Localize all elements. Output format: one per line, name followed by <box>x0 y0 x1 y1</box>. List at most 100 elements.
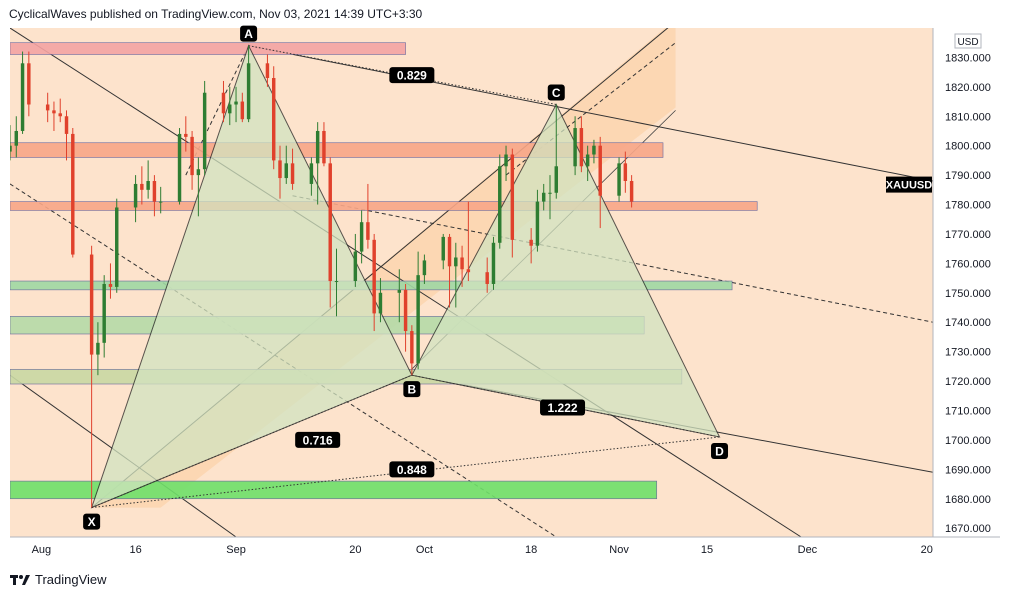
candle <box>177 128 182 205</box>
candle-body <box>541 192 546 202</box>
candle-body <box>579 128 584 167</box>
candle-body <box>265 63 270 79</box>
zone-1 <box>10 42 406 55</box>
ratio-1222-box <box>540 399 586 416</box>
point-d-text: D <box>715 444 724 458</box>
candle <box>221 80 226 123</box>
candle-body <box>133 183 138 208</box>
candle-body <box>460 257 464 270</box>
candle <box>265 54 270 87</box>
candle-body <box>108 283 113 287</box>
y-tick-label: 1710.000 <box>945 405 991 417</box>
candle-body <box>573 128 577 167</box>
candle-body <box>14 130 19 146</box>
footer-brand: TradingView <box>35 572 107 587</box>
point-c-box <box>547 84 565 101</box>
candle-body <box>585 154 590 167</box>
candle <box>460 245 464 287</box>
last-price-tag <box>886 176 932 193</box>
candle <box>422 254 427 284</box>
x-tick-label: 15 <box>701 544 713 556</box>
y-tick-label: 1760.000 <box>945 258 991 270</box>
candle-body <box>535 201 540 246</box>
candle <box>184 116 188 152</box>
candle-body <box>328 163 332 282</box>
y-tick-label: 1670.000 <box>945 523 991 535</box>
candle-body <box>290 163 295 184</box>
point-a-text: A <box>244 27 253 41</box>
candle-body <box>184 133 188 137</box>
y-tick-label: 1680.000 <box>945 494 991 506</box>
candle <box>202 80 207 176</box>
candle <box>64 110 69 161</box>
currency-badge <box>954 33 982 49</box>
candle-body <box>240 101 245 120</box>
candle-body <box>45 104 50 111</box>
candle-body <box>271 78 276 161</box>
x-tick-label: Dec <box>798 544 818 556</box>
candle-body <box>278 160 282 179</box>
candle <box>228 86 232 126</box>
candle <box>328 157 332 308</box>
candle-body <box>64 116 69 134</box>
candle <box>133 175 138 223</box>
candle <box>592 139 596 164</box>
candle-body <box>190 136 194 176</box>
point-c-text: C <box>552 86 561 100</box>
x-tick-label: 20 <box>921 544 933 556</box>
y-tick-label: 1750.000 <box>945 288 991 300</box>
candle <box>535 189 540 252</box>
y-tick-label: 1790.000 <box>945 170 991 182</box>
axes-layer: 1670.000 1680.000 1690.000 1700.000 1710.000… <box>0 22 1009 563</box>
candle-body <box>548 192 552 194</box>
candle <box>71 128 75 258</box>
candle <box>579 116 584 173</box>
candle <box>598 136 602 229</box>
candle-body <box>372 239 376 314</box>
candle-body <box>71 133 75 255</box>
candle-body <box>309 163 314 184</box>
point-b-text: B <box>408 383 417 397</box>
candle <box>10 125 12 161</box>
candle-body <box>52 110 56 114</box>
price-axis-bg <box>933 22 1009 559</box>
candle <box>366 183 370 249</box>
candle-body <box>353 251 358 282</box>
ratio-0716-text: 0.716 <box>303 433 333 447</box>
point-x-text: X <box>88 515 96 529</box>
candle-body <box>623 163 628 181</box>
x-tick-label: 18 <box>525 544 537 556</box>
price-chart[interactable]: X A B C D 0.829 0.716 1.222 0.848 1670.000 1680.0… <box>0 0 1009 565</box>
candle-body <box>202 92 207 170</box>
candle-body <box>403 289 408 332</box>
candle <box>403 283 408 352</box>
candle <box>14 116 19 158</box>
candle <box>96 322 100 376</box>
candle-body <box>447 236 452 267</box>
y-tick-label: 1740.000 <box>945 317 991 329</box>
candle-body <box>221 92 226 114</box>
candle <box>485 257 489 293</box>
candle <box>108 263 113 299</box>
candle-body <box>27 63 31 105</box>
candle-body <box>554 166 558 193</box>
candle <box>447 233 452 308</box>
candle-body <box>592 145 596 155</box>
candle <box>623 151 628 193</box>
candle-body <box>504 154 508 167</box>
candle <box>510 148 515 258</box>
candle-body <box>510 154 515 240</box>
candle <box>541 183 546 211</box>
x-tick-label: Nov <box>609 544 629 556</box>
candle <box>322 122 326 167</box>
candle-body <box>397 289 402 293</box>
tradingview-logo-icon <box>10 573 30 587</box>
point-x-box <box>83 513 101 530</box>
y-tick-label: 1690.000 <box>945 464 991 476</box>
candle <box>152 175 157 217</box>
x-tick-label: Sep <box>226 544 246 556</box>
currency-label: USD <box>957 37 978 48</box>
candle-body <box>115 207 119 287</box>
last-price-symbol: XAUUSD <box>886 180 933 192</box>
